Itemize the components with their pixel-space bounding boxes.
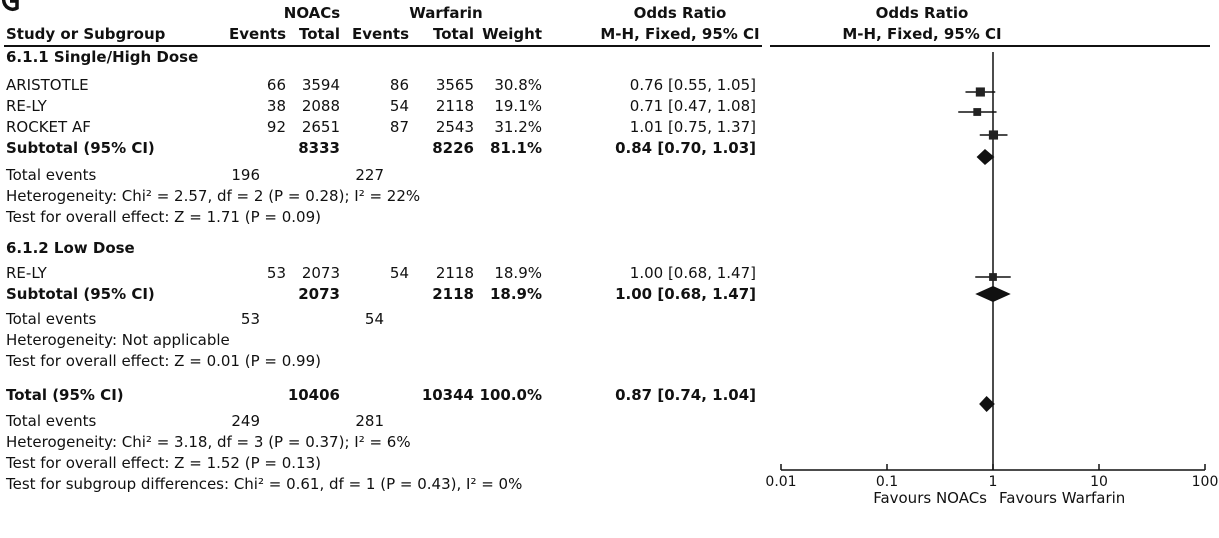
weight: 18.9% — [494, 264, 542, 282]
weight: 31.2% — [494, 118, 542, 136]
header-rule-plot — [770, 45, 1210, 47]
study-name: RE-LY — [6, 264, 47, 282]
events-1: 38 — [266, 97, 286, 115]
events-header-1: Events — [229, 25, 286, 43]
pooled-diamond — [975, 286, 1011, 302]
subtotal-ci: 0.84 [0.70, 1.03] — [615, 139, 756, 157]
figure-letter-g — [1, 0, 19, 12]
total-events-label: Total events — [6, 166, 97, 184]
events-2: 54 — [389, 264, 409, 282]
favours-left-label: Favours NOACs — [873, 489, 987, 507]
x-tick-label: 0.01 — [765, 474, 796, 490]
weight: 19.1% — [494, 97, 542, 115]
total-2: 2543 — [435, 118, 474, 136]
subgroup2-title: 6.1.2 Low Dose — [6, 239, 135, 257]
favours-right-label: Favours Warfarin — [999, 489, 1125, 507]
odds-ratio-ci: 1.01 [0.75, 1.37] — [629, 118, 756, 136]
events-2: 87 — [389, 118, 409, 136]
total-header-2: Total — [433, 25, 474, 43]
total-1: 3594 — [301, 76, 340, 94]
total-1: 2651 — [301, 118, 340, 136]
weight: 30.8% — [494, 76, 542, 94]
total-events-1: 53 — [240, 310, 260, 328]
total-2: 2118 — [435, 264, 474, 282]
study-name: ARISTOTLE — [6, 76, 89, 94]
total-1: 2073 — [301, 264, 340, 282]
events-1: 66 — [266, 76, 286, 94]
heterogeneity: Heterogeneity: Chi² = 3.18, df = 3 (P = … — [6, 433, 411, 451]
pooled-diamond — [976, 149, 995, 165]
total-ci: 0.87 [0.74, 1.04] — [615, 386, 756, 404]
group2-header: Warfarin — [409, 4, 483, 22]
events-1: 92 — [266, 118, 286, 136]
heterogeneity: Heterogeneity: Not applicable — [6, 331, 230, 349]
subtotal-total-1: 2073 — [298, 285, 340, 303]
study-point — [989, 273, 997, 281]
subtotal-total-2: 2118 — [432, 285, 474, 303]
events-header-2: Events — [352, 25, 409, 43]
odds-ratio-ci: 1.00 [0.68, 1.47] — [629, 264, 756, 282]
header-rule-table — [4, 45, 762, 47]
study-point — [988, 130, 999, 140]
or-method-header: M-H, Fixed, 95% CI — [600, 25, 760, 43]
x-tick-label: 1 — [989, 474, 998, 490]
subtotal-label: Subtotal (95% CI) — [6, 285, 155, 303]
total-label: Total (95% CI) — [6, 386, 124, 404]
plot-method-header: M-H, Fixed, 95% CI — [842, 25, 1002, 43]
total-total-1: 10406 — [287, 386, 340, 404]
heterogeneity: Heterogeneity: Chi² = 2.57, df = 2 (P = … — [6, 187, 421, 205]
study-point — [975, 87, 985, 97]
subtotal-total-2: 8226 — [432, 139, 474, 157]
overall-effect: Test for overall effect: Z = 1.52 (P = 0… — [6, 454, 321, 472]
total-total-2: 10344 — [421, 386, 474, 404]
subtotal-ci: 1.00 [0.68, 1.47] — [615, 285, 756, 303]
subgroup-differences: Test for subgroup differences: Chi² = 0.… — [6, 475, 523, 493]
events-2: 54 — [389, 97, 409, 115]
study-point — [973, 108, 982, 116]
total-2: 3565 — [435, 76, 474, 94]
x-tick-label: 10 — [1090, 474, 1108, 490]
group1-header: NOACs — [283, 4, 341, 22]
total-events-label: Total events — [6, 412, 97, 430]
events-1: 53 — [266, 264, 286, 282]
total-events-2: 54 — [364, 310, 384, 328]
study-name: ROCKET AF — [6, 118, 91, 136]
odds-ratio-ci: 0.76 [0.55, 1.05] — [629, 76, 756, 94]
plot-header-top: Odds Ratio — [875, 4, 969, 22]
total-events-label: Total events — [6, 310, 97, 328]
x-tick-label: 100 — [1192, 474, 1219, 490]
subgroup1-title: 6.1.1 Single/High Dose — [6, 48, 199, 66]
subtotal-label: Subtotal (95% CI) — [6, 139, 155, 157]
total-1: 2088 — [301, 97, 340, 115]
pooled-diamond — [979, 396, 995, 412]
study-header: Study or Subgroup — [6, 25, 166, 43]
subtotal-weight: 18.9% — [489, 285, 542, 303]
overall-effect: Test for overall effect: Z = 1.71 (P = 0… — [6, 208, 321, 226]
total-events-2: 227 — [355, 166, 384, 184]
subtotal-weight: 81.1% — [489, 139, 542, 157]
total-2: 2118 — [435, 97, 474, 115]
total-header-1: Total — [299, 25, 340, 43]
events-2: 86 — [389, 76, 409, 94]
total-events-1: 196 — [231, 166, 260, 184]
overall-effect: Test for overall effect: Z = 0.01 (P = 0… — [6, 352, 321, 370]
subtotal-total-1: 8333 — [298, 139, 340, 157]
odds-ratio-ci: 0.71 [0.47, 1.08] — [629, 97, 756, 115]
weight-header: Weight — [482, 25, 542, 43]
total-weight: 100.0% — [479, 386, 542, 404]
x-tick-label: 0.1 — [876, 474, 898, 490]
total-events-2: 281 — [355, 412, 384, 430]
total-events-1: 249 — [231, 412, 260, 430]
or-header-top: Odds Ratio — [633, 4, 727, 22]
study-name: RE-LY — [6, 97, 47, 115]
